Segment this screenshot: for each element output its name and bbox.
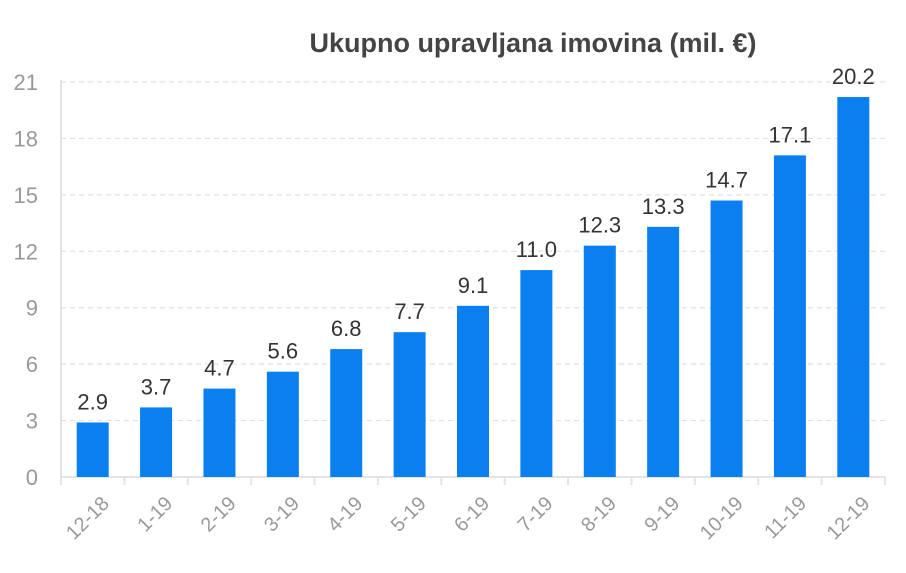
x-tick-label: 2-19 — [197, 493, 241, 537]
bar — [837, 97, 870, 478]
y-tick-label: 21 — [14, 70, 38, 95]
bar — [76, 422, 109, 477]
value-label: 2.9 — [77, 389, 108, 414]
bar — [520, 270, 553, 477]
x-tick-label: 6-19 — [450, 493, 494, 537]
chart-title: Ukupno upravljana imovina (mil. €) — [309, 28, 756, 58]
value-label: 6.8 — [331, 316, 362, 341]
x-tick-label: 11-19 — [760, 493, 811, 544]
value-label: 12.3 — [578, 213, 621, 238]
x-tick-label: 9-19 — [640, 493, 684, 537]
value-label: 9.1 — [458, 273, 489, 298]
bar — [203, 388, 236, 477]
x-tick-label: 5-19 — [387, 493, 431, 537]
value-label: 4.7 — [204, 356, 235, 381]
y-tick-label: 12 — [14, 239, 38, 264]
x-tick-label: 8-19 — [577, 493, 621, 537]
y-tick-label: 6 — [26, 352, 38, 377]
value-label: 7.7 — [394, 299, 425, 324]
bar — [393, 332, 426, 477]
bar — [457, 305, 489, 477]
y-tick-label: 9 — [26, 296, 38, 321]
x-tick-label: 12-19 — [823, 493, 875, 545]
value-label: 17.1 — [769, 122, 812, 147]
value-label: 13.3 — [642, 194, 685, 219]
y-tick-label: 18 — [14, 126, 38, 151]
x-tick-label: 10-19 — [696, 493, 748, 545]
x-tick-label: 7-19 — [514, 493, 558, 537]
y-tick-label: 15 — [14, 183, 38, 208]
y-tick-label: 3 — [26, 409, 38, 434]
bar — [330, 349, 363, 477]
x-tick-label: 12-18 — [62, 493, 114, 545]
bar — [773, 155, 806, 477]
y-tick-label: 0 — [26, 465, 38, 490]
bar — [266, 371, 299, 477]
bar — [140, 407, 173, 477]
value-label: 11.0 — [516, 237, 557, 262]
x-tick-label: 3-19 — [260, 493, 304, 537]
value-label: 3.7 — [141, 374, 172, 399]
bar — [710, 200, 743, 477]
bar — [647, 226, 680, 477]
value-label: 5.6 — [268, 339, 299, 364]
value-label: 14.7 — [705, 168, 748, 193]
bar — [583, 245, 616, 477]
x-tick-label: 1-19 — [133, 493, 177, 537]
value-label: 20.2 — [832, 64, 875, 89]
x-tick-label: 4-19 — [324, 493, 368, 537]
